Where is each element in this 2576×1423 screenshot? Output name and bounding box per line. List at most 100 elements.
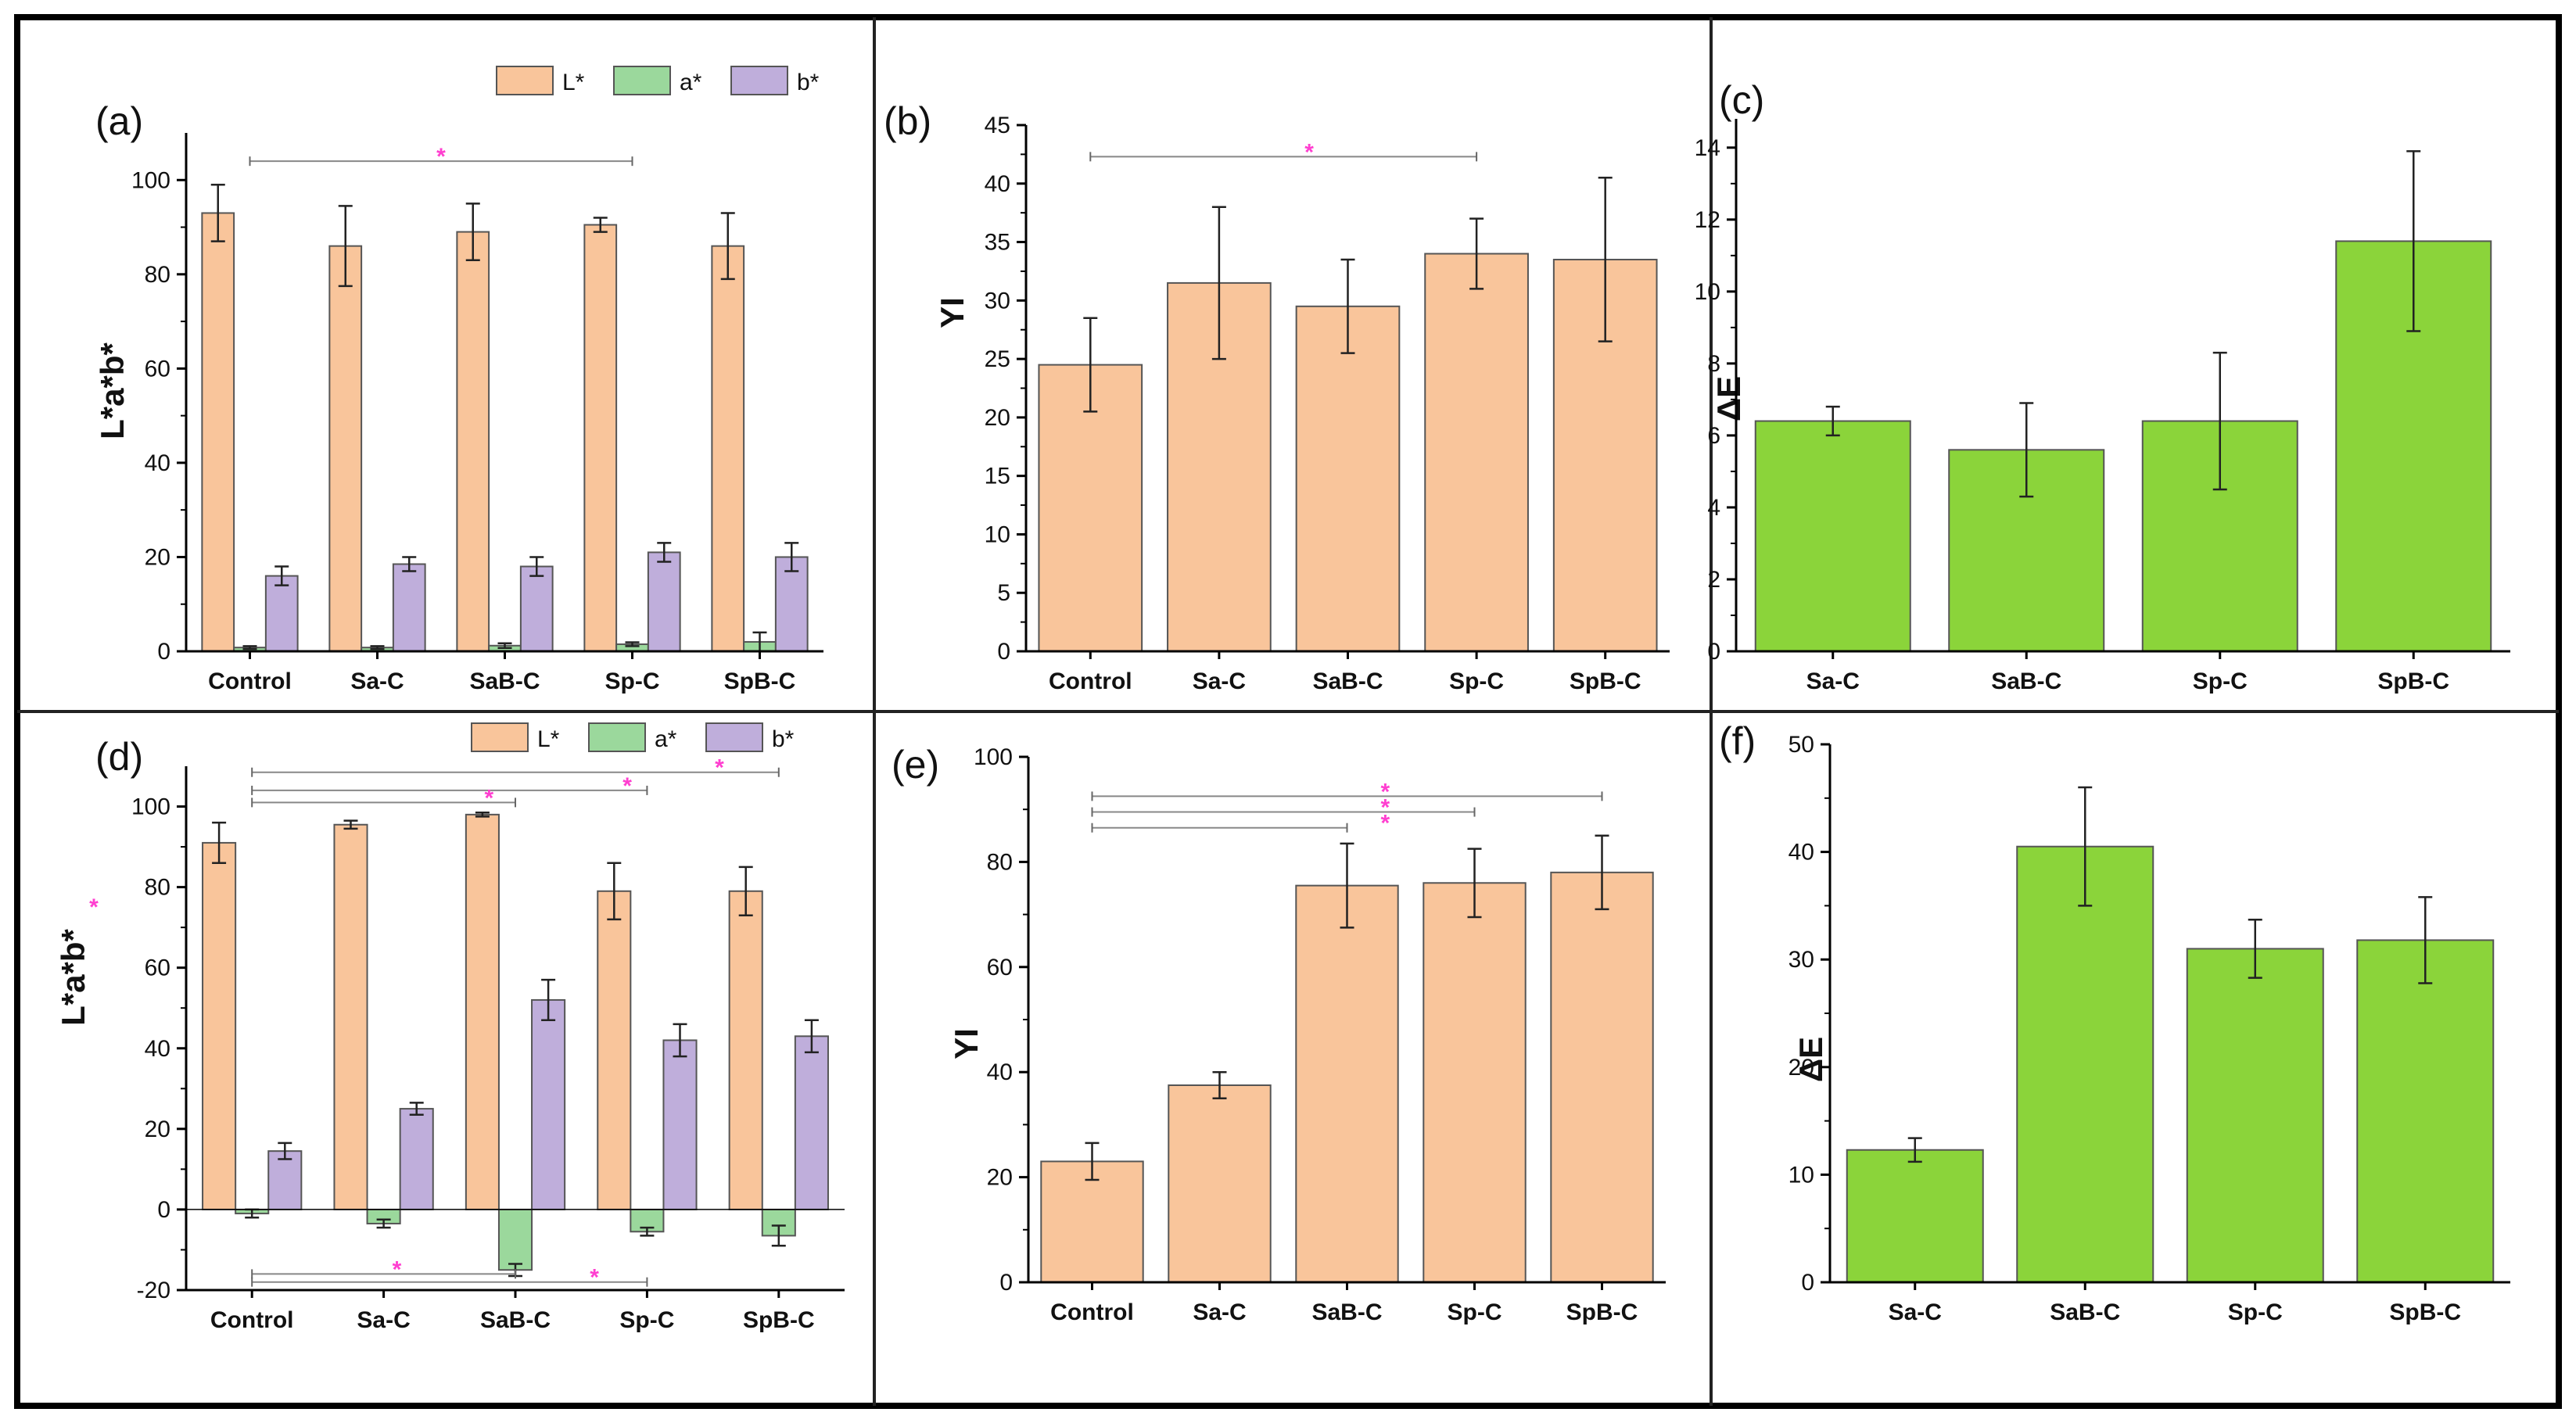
bar-de-sab-c (2016, 845, 2154, 1283)
y-tick-label: 40 (987, 1059, 1013, 1085)
bar-L-sab-c (456, 231, 490, 652)
bar-yi-sab-c (1295, 884, 1399, 1283)
x-tick-label: Control (1049, 668, 1132, 694)
y-tick-label: 80 (987, 849, 1013, 875)
bar-de-sa-c (1754, 420, 1911, 652)
legend-swatch-L (471, 722, 529, 752)
bar-yi-control (1038, 364, 1143, 652)
bar-L-control (202, 841, 237, 1210)
y-tick-label: 20 (985, 405, 1010, 431)
bar-L-sa-c (333, 823, 368, 1210)
bar-yi-sp-c (1424, 253, 1529, 652)
y-tick-label: 30 (1788, 947, 1814, 973)
y-tick-label: 45 (985, 113, 1010, 138)
bar-L-sp-c (597, 890, 632, 1210)
panel-c: (c) ΔE 0 2 4 6 8 10 12 14 Sa-C SaB-C Sp-C SpB-C (1695, 78, 2510, 694)
significance-star: * (622, 773, 632, 799)
x-tick-label: SpB-C (2389, 1299, 2461, 1325)
y-tick-label: 0 (999, 1270, 1013, 1296)
panel-label: (c) (1719, 78, 1764, 122)
y-tick-label: 15 (985, 464, 1010, 489)
x-tick-label: Sa-C (1193, 668, 1246, 694)
bar-b-control (267, 1150, 303, 1210)
bar-b-sp-c (662, 1039, 698, 1210)
y-tick-label: 35 (985, 230, 1010, 256)
significance-star: * (484, 785, 493, 811)
x-tick-label: Sa-C (1193, 1299, 1246, 1325)
x-tick-label: SaB-C (1312, 668, 1383, 694)
y-tick-label: 25 (985, 346, 1010, 372)
x-tick-label: Sa-C (350, 668, 404, 694)
bar-a-sab-c (497, 1208, 533, 1271)
legend-swatch-b (730, 66, 788, 95)
y-tick-label: 4 (1707, 495, 1720, 521)
significance-star: * (715, 755, 724, 781)
significance-star: * (590, 1265, 599, 1291)
bar-yi-sab-c (1295, 305, 1401, 652)
bar-L-sa-c (328, 245, 363, 652)
bar-L-sp-c (583, 224, 618, 653)
y-tick-label: 10 (1695, 279, 1720, 305)
y-tick-label: 60 (145, 356, 170, 382)
legend-label-L: L* (562, 70, 585, 95)
bar-L-spb-c (711, 245, 745, 652)
bar-b-sa-c (392, 563, 426, 653)
y-tick-label: 40 (985, 171, 1010, 197)
x-tick-label: SpB-C (743, 1307, 815, 1333)
panel-d: (d) L* a* b* -20 0 20 40 60 80 100 Control Sa-C SaB-C… (55, 722, 845, 1333)
y-axis-title: L*a*b* (55, 928, 91, 1025)
y-tick-label: 30 (985, 288, 1010, 314)
significance-star: * (1381, 779, 1390, 805)
x-tick-label: SaB-C (1991, 668, 2061, 694)
y-tick-label: 100 (131, 794, 170, 820)
y-tick-label: 0 (1801, 1270, 1814, 1296)
figure-frame (14, 14, 2562, 1409)
x-tick-label: Control (210, 1307, 294, 1333)
x-tick-label: Control (1050, 1299, 1134, 1325)
bar-yi-sp-c (1423, 882, 1527, 1284)
significance-star: * (1381, 811, 1390, 837)
bar-b-sp-c (647, 551, 681, 652)
x-tick-label: Sp-C (619, 1307, 674, 1333)
x-tick-label: Sp-C (1449, 668, 1504, 694)
y-tick-label: 40 (145, 450, 170, 476)
panel-b: (b) YI 0 5 10 15 20 25 30 35 40 45 Control Sa-C SaB-C S… (884, 99, 1670, 694)
significance-star: * (436, 144, 446, 170)
x-tick-label: SpB-C (1566, 1299, 1638, 1325)
panel-f: (f) ΔE 0 10 20 30 40 50 Sa-C SaB-C Sp-C SpB-C (1719, 719, 2510, 1325)
y-tick-label: 8 (1707, 351, 1720, 377)
panel-label: (a) (95, 99, 143, 143)
legend: L* a* b* (471, 722, 795, 752)
legend-label-b: b* (797, 70, 820, 95)
y-tick-label: 50 (1788, 732, 1814, 758)
y-tick-label: 0 (997, 639, 1010, 665)
y-tick-label: 80 (145, 262, 170, 288)
bar-b-sa-c (399, 1108, 434, 1210)
y-tick-label: 10 (985, 522, 1010, 547)
bar-yi-spb-c (1550, 871, 1654, 1283)
bar-de-spb-c (2356, 939, 2495, 1283)
y-tick-label: 14 (1695, 135, 1720, 161)
y-tick-label: 20 (987, 1165, 1013, 1191)
x-tick-label: Sp-C (605, 668, 660, 694)
y-tick-label: 100 (974, 744, 1013, 770)
bar-yi-sa-c (1168, 1084, 1272, 1283)
legend-swatch-a (613, 66, 671, 95)
y-tick-label: 0 (157, 1197, 170, 1223)
significance-star: * (1381, 795, 1390, 821)
y-tick-label: 80 (145, 875, 170, 901)
y-tick-label: 2 (1707, 567, 1720, 593)
x-tick-label: SaB-C (469, 668, 540, 694)
y-tick-label: 20 (145, 544, 170, 570)
x-tick-label: SpB-C (724, 668, 796, 694)
legend: L* a* b* (496, 66, 820, 95)
bar-de-sa-c (1846, 1149, 1984, 1283)
y-axis-title: ΔE (1710, 376, 1747, 421)
y-tick-label: 12 (1695, 207, 1720, 233)
significance-star: * (393, 1256, 402, 1282)
x-tick-label: Sa-C (1806, 668, 1860, 694)
x-tick-label: SpB-C (2377, 668, 2449, 694)
y-tick-label: 0 (1707, 639, 1720, 665)
panel-label: (b) (884, 99, 931, 143)
